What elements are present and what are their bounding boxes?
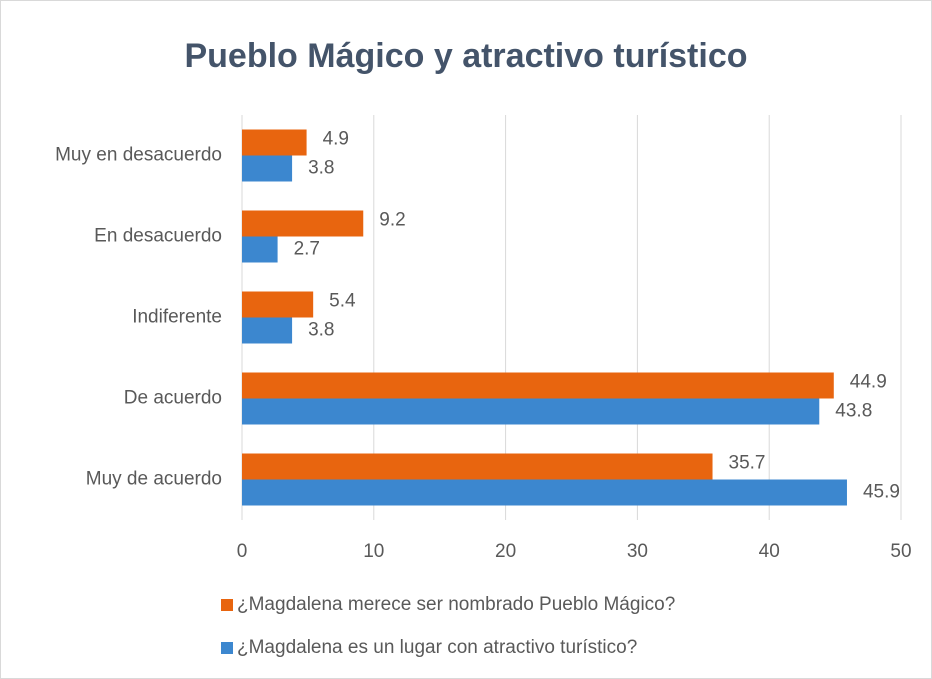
bar — [242, 236, 278, 263]
value-label: 5.4 — [329, 291, 356, 312]
y-tick-label: De acuerdo — [124, 388, 222, 409]
x-tick-label: 40 — [759, 541, 780, 562]
legend-swatch — [221, 642, 233, 654]
legend-label: ¿Magdalena merece ser nombrado Pueblo Má… — [237, 594, 675, 615]
bar — [242, 479, 847, 506]
value-label: 3.8 — [308, 320, 334, 341]
chart-title: Pueblo Mágico y atractivo turístico — [184, 37, 747, 75]
bar — [242, 291, 314, 318]
value-label: 4.9 — [323, 129, 349, 150]
x-tick-label: 0 — [237, 541, 248, 562]
x-tick-label: 10 — [363, 541, 384, 562]
value-label: 45.9 — [863, 482, 900, 503]
legend-label: ¿Magdalena es un lugar con atractivo tur… — [237, 637, 637, 658]
value-label: 9.2 — [379, 210, 405, 231]
y-tick-label: Muy en desacuerdo — [55, 145, 222, 166]
value-label: 43.8 — [835, 401, 872, 422]
y-tick-label: En desacuerdo — [94, 226, 222, 247]
bar — [242, 398, 820, 425]
bar — [242, 453, 713, 480]
bar — [242, 155, 293, 182]
bar — [242, 317, 293, 344]
value-label: 44.9 — [850, 372, 887, 393]
x-tick-label: 20 — [495, 541, 516, 562]
bar — [242, 210, 364, 237]
legend-swatch — [221, 599, 233, 611]
bar — [242, 372, 834, 399]
y-tick-label: Muy de acuerdo — [86, 469, 222, 490]
x-tick-label: 50 — [890, 541, 911, 562]
bar — [242, 129, 307, 156]
x-tick-label: 30 — [627, 541, 648, 562]
y-tick-label: Indiferente — [132, 307, 222, 328]
value-label: 35.7 — [729, 453, 766, 474]
value-label: 2.7 — [294, 239, 320, 260]
value-label: 3.8 — [308, 158, 334, 179]
